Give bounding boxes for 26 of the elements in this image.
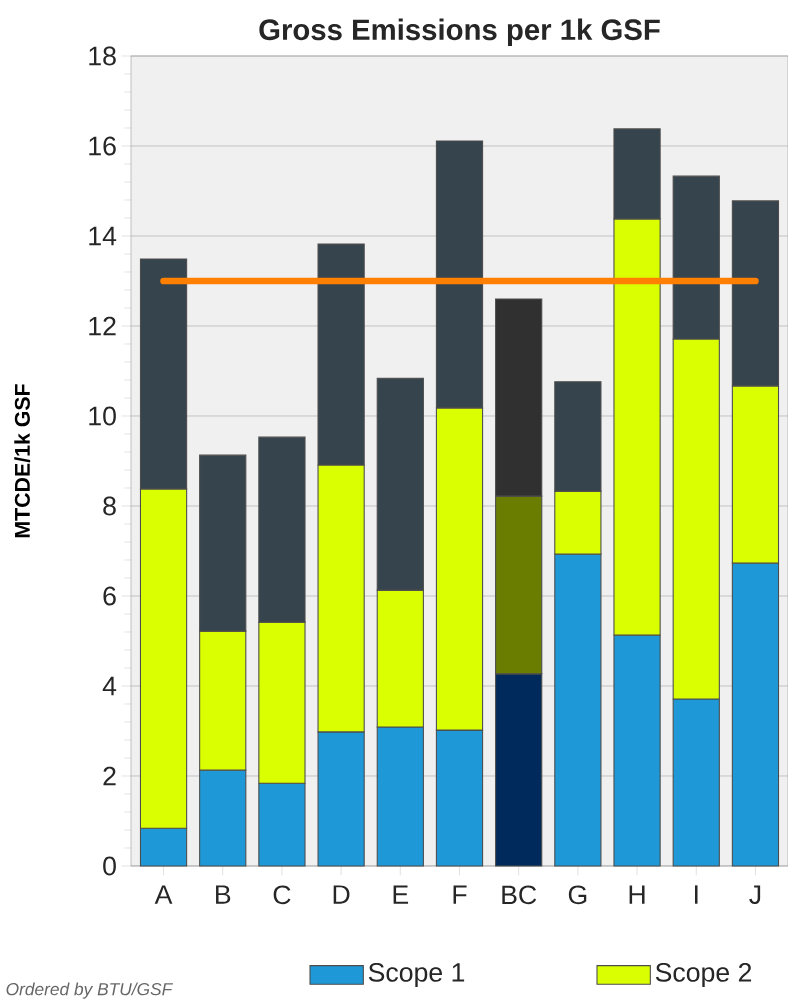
y-tick-label: 10	[89, 406, 116, 426]
y-tick-label: 0	[103, 856, 116, 876]
x-tick-label: C	[273, 885, 291, 905]
x-tick-label: F	[453, 885, 467, 904]
x-tick-label: H	[629, 885, 645, 904]
y-axis-title: MTCDE/1k GSF	[14, 384, 31, 538]
x-tick-label: A	[154, 885, 173, 904]
y-tick-label: 16	[89, 136, 116, 156]
y-tick-label: 18	[89, 46, 116, 66]
y-tick-label: 6	[103, 586, 116, 606]
x-tick-label: I	[695, 885, 698, 904]
y-tick-label: 12	[89, 316, 116, 336]
x-tick-label: G	[568, 885, 587, 905]
legend-label: Scope 2	[655, 962, 752, 988]
x-tick-label: D	[333, 885, 350, 904]
y-tick-label: 4	[102, 676, 117, 696]
x-tick-label: BC	[502, 885, 537, 905]
legend-label: Scope 1	[368, 962, 465, 988]
y-tick-label: 14	[89, 226, 117, 246]
x-tick-label: E	[393, 885, 409, 904]
x-tick-label: B	[216, 885, 231, 904]
y-tick-label: 2	[103, 766, 116, 786]
y-tick-label: 8	[103, 496, 116, 516]
chart-title: Gross Emissions per 1k GSF	[259, 18, 660, 46]
x-tick-label: J	[749, 885, 761, 904]
text: Ordered by BTU/GSF	[6, 982, 174, 999]
